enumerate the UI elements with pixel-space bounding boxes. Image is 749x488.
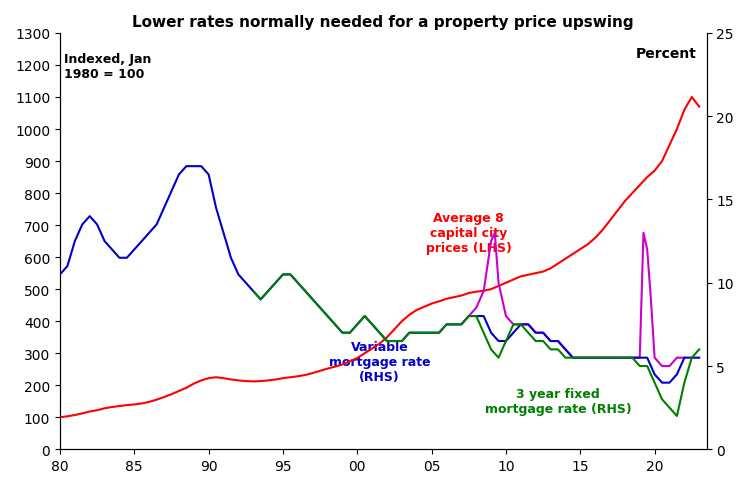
Text: Indexed, Jan
1980 = 100: Indexed, Jan 1980 = 100: [64, 53, 152, 81]
Text: Average 8
capital city
prices (LHS): Average 8 capital city prices (LHS): [426, 211, 512, 254]
Text: Percent: Percent: [635, 47, 697, 61]
Text: Variable
mortgage rate
(RHS): Variable mortgage rate (RHS): [329, 341, 431, 384]
Title: Lower rates normally needed for a property price upswing: Lower rates normally needed for a proper…: [133, 15, 634, 30]
Text: 3 year fixed
mortgage rate (RHS): 3 year fixed mortgage rate (RHS): [485, 387, 631, 415]
